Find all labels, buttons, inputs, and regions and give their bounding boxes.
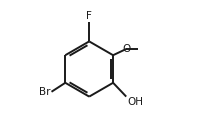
Text: Br: Br: [39, 87, 51, 97]
Text: O: O: [122, 44, 130, 54]
Text: OH: OH: [127, 97, 143, 107]
Text: F: F: [86, 11, 92, 21]
